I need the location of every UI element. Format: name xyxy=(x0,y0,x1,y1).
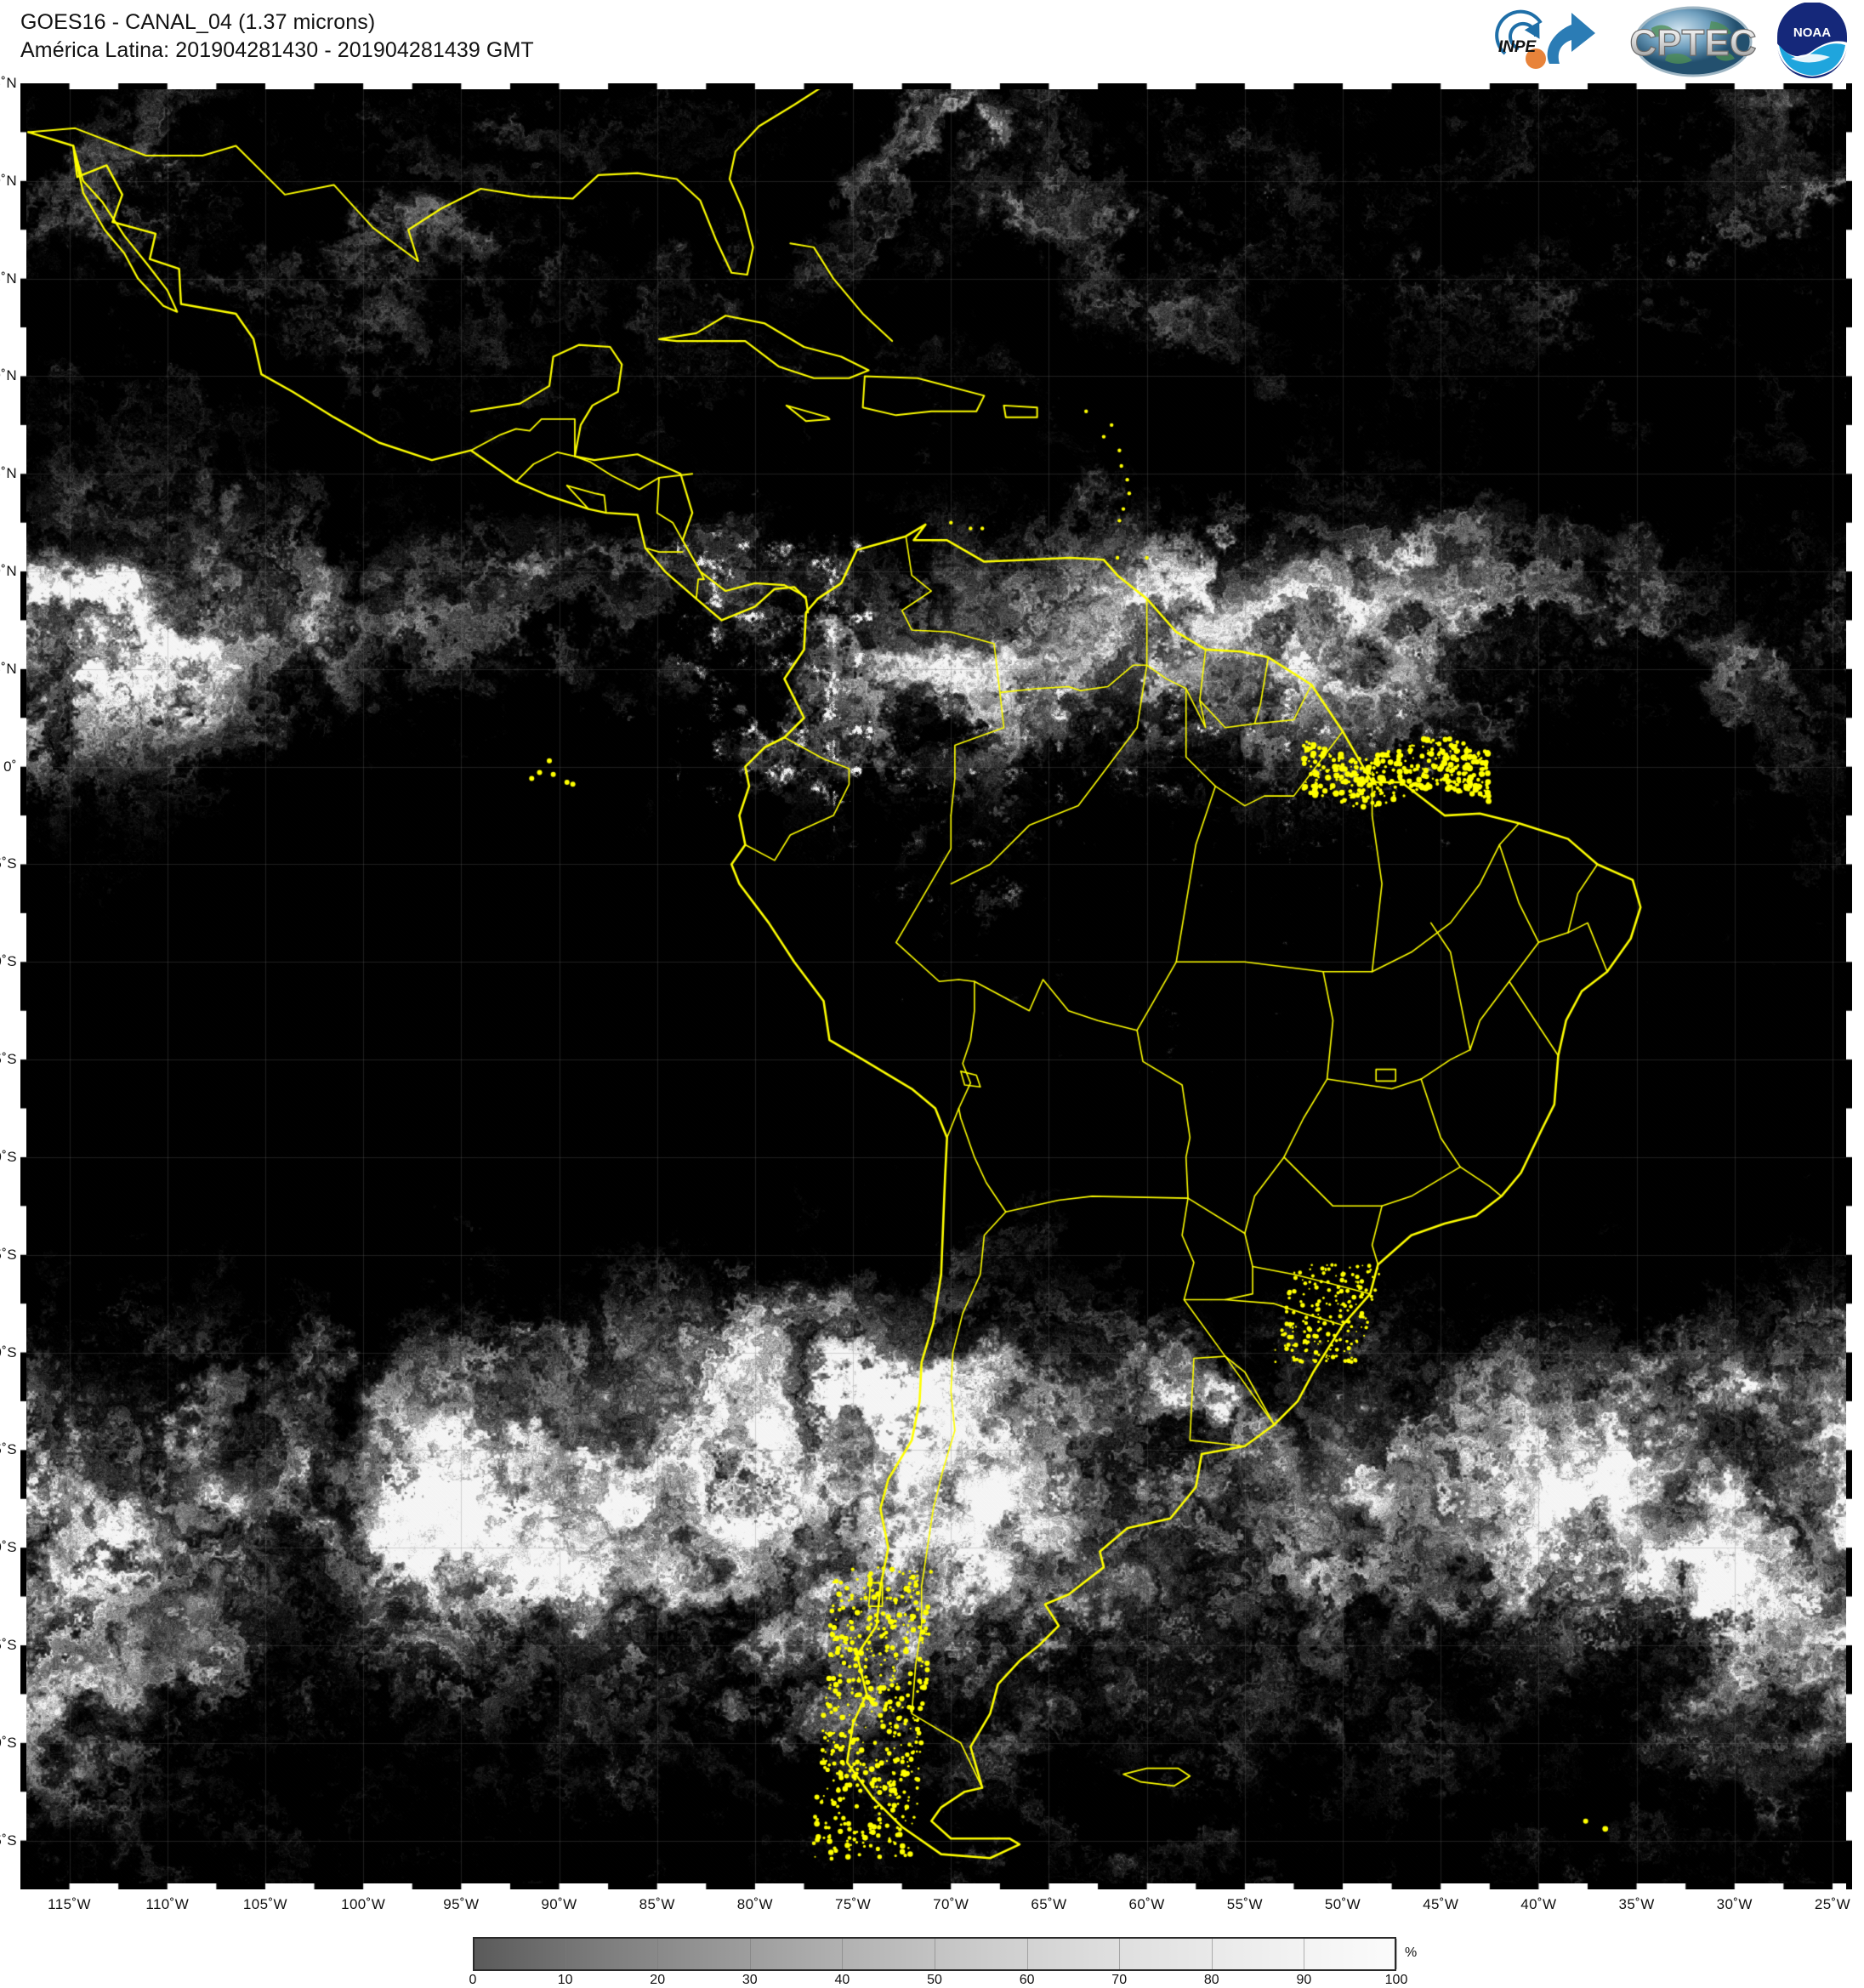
inpe-logo-text: INPE xyxy=(1498,38,1537,56)
lon-tick-label: 40˚W xyxy=(1520,1896,1557,1912)
noaa-logo-text: NOAA xyxy=(1793,26,1831,40)
header: GOES16 - CANAL_04 (1.37 microns) América… xyxy=(0,0,1864,82)
lat-tick-label: 15˚N xyxy=(0,465,17,482)
noaa-logo: NOAA xyxy=(1776,3,1848,78)
lon-tick-label: 105˚W xyxy=(242,1896,287,1912)
lon-tick-label: 50˚W xyxy=(1324,1896,1361,1912)
page-subtitle: América Latina: 201904281430 - 201904281… xyxy=(20,38,534,62)
colorbar-tick-label: 10 xyxy=(557,1973,573,1987)
lon-tick-label: 30˚W xyxy=(1716,1896,1753,1912)
lat-tick-label: 50˚S xyxy=(0,1734,17,1751)
lat-tick-label: 45˚S xyxy=(0,1636,17,1653)
colorbar-gridline xyxy=(1211,1939,1213,1969)
colorbar-gridline xyxy=(842,1939,844,1969)
lon-tick-label: 100˚W xyxy=(341,1896,386,1912)
lon-tick-label: 115˚W xyxy=(48,1896,91,1912)
lon-tick-label: 35˚W xyxy=(1618,1896,1655,1912)
lon-tick-label: 85˚W xyxy=(639,1896,675,1912)
colorbar-tick-label: 0 xyxy=(469,1973,477,1987)
lon-tick-label: 70˚W xyxy=(933,1896,969,1912)
colorbar-tick-label: 60 xyxy=(1019,1973,1035,1987)
colorbar-tick-label: 80 xyxy=(1203,1973,1219,1987)
satellite-map xyxy=(20,83,1852,1889)
colorbar-tick-label: 30 xyxy=(742,1973,758,1987)
lat-tick-label: 10˚N xyxy=(0,563,17,580)
lon-tick-label: 90˚W xyxy=(541,1896,577,1912)
colorbar-gridline xyxy=(565,1939,566,1969)
colorbar-tick-label: 50 xyxy=(927,1973,942,1987)
lat-tick-label: 25˚S xyxy=(0,1246,17,1263)
lon-tick-label: 65˚W xyxy=(1031,1896,1067,1912)
lon-tick-label: 80˚W xyxy=(736,1896,773,1912)
colorbar-gridline xyxy=(1026,1939,1028,1969)
lat-tick-label: 20˚N xyxy=(0,367,17,384)
lon-tick-label: 45˚W xyxy=(1423,1896,1459,1912)
colorbar-gridline xyxy=(1396,1939,1397,1969)
lat-tick-label: 35˚N xyxy=(0,75,17,91)
cptec-logo: CPTEC xyxy=(1629,6,1757,77)
colorbar-gridline xyxy=(749,1939,751,1969)
lat-tick-label: 40˚S xyxy=(0,1539,17,1556)
page-title: GOES16 - CANAL_04 (1.37 microns) xyxy=(20,10,376,34)
lat-tick-label: 30˚N xyxy=(0,172,17,189)
lon-tick-label: 25˚W xyxy=(1814,1896,1851,1912)
colorbar-tick-label: 100 xyxy=(1384,1973,1408,1987)
colorbar-gridline xyxy=(657,1939,659,1969)
lat-tick-label: 55˚S xyxy=(0,1832,17,1849)
lat-tick-label: 15˚S xyxy=(0,1051,17,1068)
cptec-logo-text: CPTEC xyxy=(1629,22,1756,64)
lon-tick-label: 110˚W xyxy=(145,1896,190,1912)
lon-tick-label: 55˚W xyxy=(1226,1896,1263,1912)
lat-tick-label: 30˚S xyxy=(0,1343,17,1360)
lat-tick-label: 20˚S xyxy=(0,1148,17,1165)
lat-tick-label: 35˚S xyxy=(0,1441,17,1458)
title-block: GOES16 - CANAL_04 (1.37 microns) América… xyxy=(20,9,534,65)
lat-tick-label: 5˚N xyxy=(0,660,17,677)
colorbar-units: % xyxy=(1405,1945,1418,1960)
colorbar-tick-label: 90 xyxy=(1296,1973,1312,1987)
satellite-image-canvas xyxy=(20,83,1852,1889)
colorbar-tick-label: 70 xyxy=(1111,1973,1128,1987)
lat-tick-label: 25˚N xyxy=(0,270,17,287)
colorbar-tick-label: 20 xyxy=(650,1973,666,1987)
lat-tick-label: 5˚S xyxy=(0,855,17,872)
colorbar: % 0 10 20 30 40 50 60 70 80 90 100 xyxy=(469,1937,1417,1987)
lon-tick-label: 95˚W xyxy=(443,1896,480,1912)
lon-tick-label: 75˚W xyxy=(834,1896,872,1912)
lon-tick-label: 60˚W xyxy=(1128,1896,1165,1912)
lat-tick-label: 10˚S xyxy=(0,953,17,970)
inpe-logo: INPE xyxy=(1495,9,1595,69)
colorbar-gridline xyxy=(1119,1939,1121,1969)
colorbar-tick-label: 40 xyxy=(834,1973,850,1987)
lat-tick-label: 0˚ xyxy=(3,758,17,775)
logo-bar: INPE xyxy=(1476,2,1859,80)
